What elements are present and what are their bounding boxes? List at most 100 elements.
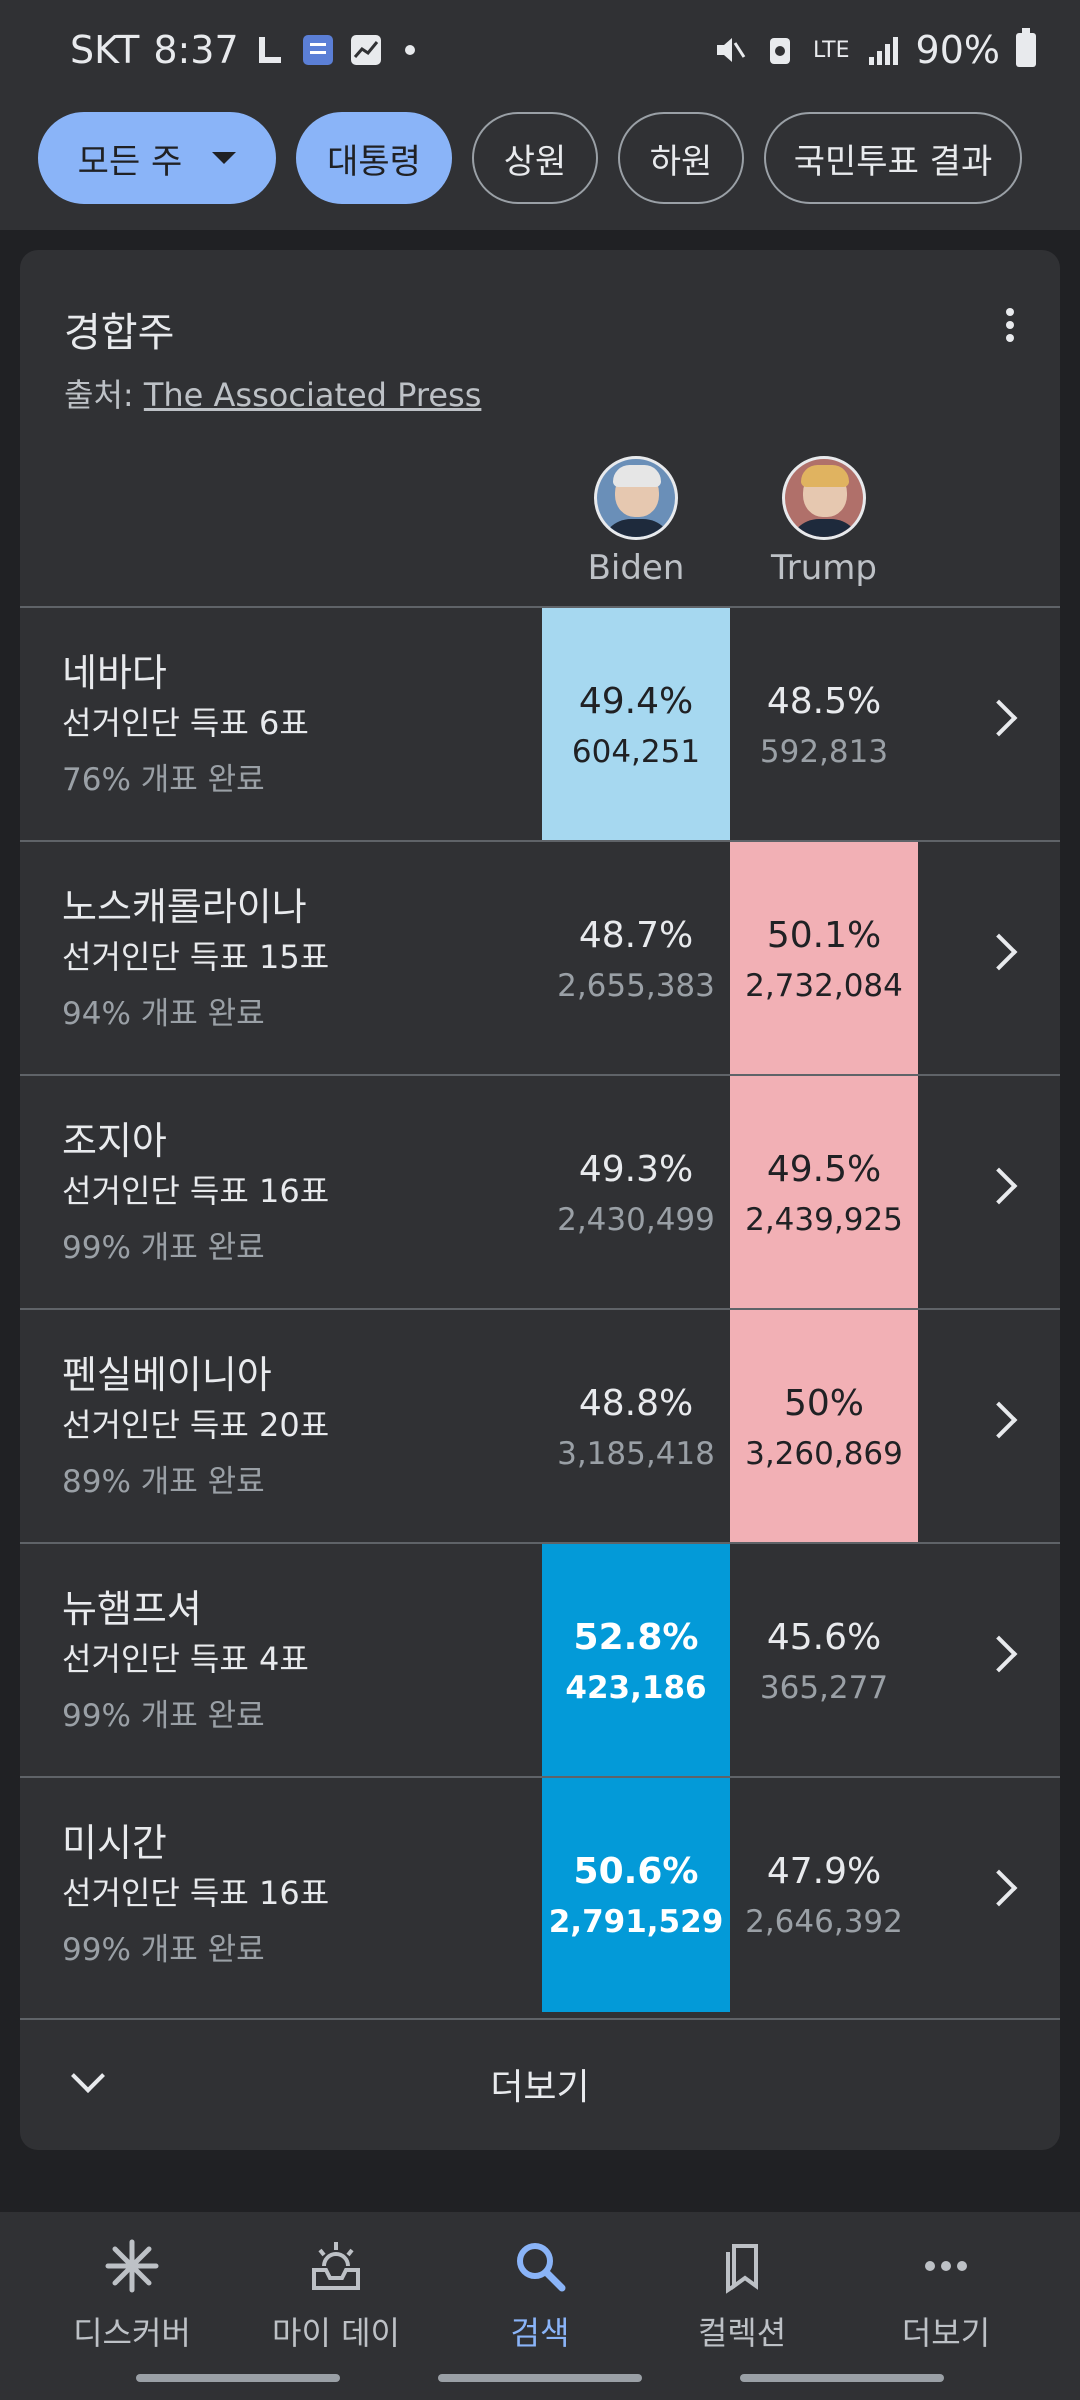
trump-result: 45.6% 365,277 bbox=[730, 1544, 918, 1778]
battleground-card: 경합주 출처: The Associated Press Biden Trump… bbox=[20, 250, 1060, 2150]
vote-count: 423,186 bbox=[565, 1669, 707, 1706]
battery-percent: 90% bbox=[915, 28, 1000, 72]
vote-percent: 48.5% bbox=[766, 680, 882, 722]
search-icon bbox=[517, 2243, 566, 2292]
state-row-north-carolina[interactable]: 노스캐롤라이나 선거인단 득표 15표 94% 개표 완료 48.7% 2,65… bbox=[20, 840, 1060, 1076]
state-row-new-hampshire[interactable]: 뉴햄프셔 선거인단 득표 4표 99% 개표 완료 52.8% 423,186 … bbox=[20, 1542, 1060, 1778]
bookmarks-icon bbox=[726, 2244, 758, 2294]
biden-result: 49.3% 2,430,499 bbox=[542, 1076, 730, 1310]
status-bar: SKT 8:37 LTE 90% bbox=[0, 0, 1080, 108]
vote-percent: 49.3% bbox=[578, 1148, 694, 1190]
state-name: 네바다 bbox=[62, 651, 167, 695]
trump-result: 50.1% 2,732,084 bbox=[730, 842, 918, 1076]
avatar bbox=[594, 456, 678, 540]
chip-all-states[interactable]: 모든 주 bbox=[38, 112, 276, 204]
chevron-right-icon bbox=[980, 1869, 1018, 1907]
battery-icon bbox=[1016, 28, 1036, 67]
chip-senate[interactable]: 상원 bbox=[472, 112, 598, 204]
biden-result: 50.6% 2,791,529 bbox=[542, 1778, 730, 2012]
state-row-pennsylvania[interactable]: 펜실베이니아 선거인단 득표 20표 89% 개표 완료 48.8% 3,185… bbox=[20, 1308, 1060, 1544]
vote-percent: 52.8% bbox=[573, 1616, 699, 1658]
electoral-votes: 선거인단 득표 16표 bbox=[62, 1172, 330, 1210]
state-row-georgia[interactable]: 조지아 선거인단 득표 16표 99% 개표 완료 49.3% 2,430,49… bbox=[20, 1074, 1060, 1310]
gesture-bar-right bbox=[740, 2374, 944, 2382]
state-row-michigan[interactable]: 미시간 선거인단 득표 16표 99% 개표 완료 50.6% 2,791,52… bbox=[20, 1776, 1060, 2012]
show-more-label: 더보기 bbox=[490, 2067, 590, 2108]
nav-my-day[interactable]: 마이 데이 bbox=[236, 2236, 436, 2354]
chip-label: 모든 주 bbox=[77, 141, 183, 182]
chip-label: 하원 bbox=[649, 141, 713, 182]
chevron-right-icon bbox=[980, 1635, 1018, 1673]
chip-president[interactable]: 대통령 bbox=[296, 112, 452, 204]
chip-ballot-measures[interactable]: 국민투표 결과 bbox=[764, 112, 1022, 204]
candidate-trump: Trump bbox=[744, 456, 904, 588]
avatar bbox=[782, 456, 866, 540]
reporting-status: 76% 개표 완료 bbox=[62, 762, 265, 798]
chevron-right-icon bbox=[980, 933, 1018, 971]
vote-count: 365,277 bbox=[759, 1669, 889, 1706]
clock: 8:37 bbox=[153, 28, 239, 72]
state-name: 뉴햄프셔 bbox=[62, 1587, 202, 1631]
vote-count: 3,260,869 bbox=[745, 1435, 903, 1472]
notification-dot-icon bbox=[404, 45, 415, 55]
state-name: 펜실베이니아 bbox=[62, 1353, 272, 1397]
vote-count: 604,251 bbox=[571, 733, 701, 770]
chip-house[interactable]: 하원 bbox=[618, 112, 744, 204]
electoral-votes: 선거인단 득표 4표 bbox=[62, 1640, 309, 1678]
chevron-right-icon bbox=[980, 1167, 1018, 1205]
vote-count: 2,791,529 bbox=[548, 1903, 724, 1940]
vote-count: 2,732,084 bbox=[745, 967, 903, 1004]
vote-percent: 48.7% bbox=[578, 914, 694, 956]
state-name: 조지아 bbox=[62, 1119, 167, 1163]
state-name: 노스캐롤라이나 bbox=[62, 885, 307, 929]
state-row-nevada[interactable]: 네바다 선거인단 득표 6표 76% 개표 완료 49.4% 604,251 4… bbox=[20, 606, 1060, 842]
l-app-icon bbox=[258, 37, 281, 63]
reporting-status: 94% 개표 완료 bbox=[62, 996, 265, 1032]
sunrise-tray-icon bbox=[312, 2242, 360, 2290]
biden-result: 52.8% 423,186 bbox=[542, 1544, 730, 1778]
trump-result: 50% 3,260,869 bbox=[730, 1310, 918, 1544]
chip-label: 상원 bbox=[503, 141, 567, 182]
candidate-name: Biden bbox=[587, 548, 685, 588]
vote-count: 2,655,383 bbox=[557, 967, 715, 1004]
chevron-right-icon bbox=[980, 699, 1018, 737]
reporting-status: 99% 개표 완료 bbox=[62, 1698, 265, 1734]
electoral-votes: 선거인단 득표 15표 bbox=[62, 938, 330, 976]
biden-result: 48.7% 2,655,383 bbox=[542, 842, 730, 1076]
nav-label: 마이 데이 bbox=[272, 2314, 400, 2352]
nav-collections[interactable]: 컬렉션 bbox=[642, 2236, 842, 2354]
dropdown-caret-icon bbox=[212, 152, 237, 164]
source-prefix: 출처: bbox=[64, 376, 134, 414]
reporting-status: 99% 개표 완료 bbox=[62, 1932, 265, 1968]
vote-percent: 50.1% bbox=[766, 914, 882, 956]
asterisk-icon bbox=[105, 2239, 159, 2293]
nav-more[interactable]: 더보기 bbox=[846, 2236, 1046, 2354]
bottom-navigation: 디스커버 마이 데이 검색 컬렉션 더보기 bbox=[0, 2212, 1080, 2400]
more-options-icon[interactable] bbox=[1006, 308, 1014, 342]
vote-percent: 49.4% bbox=[578, 680, 694, 722]
stocks-app-icon bbox=[350, 35, 381, 65]
mute-icon bbox=[716, 38, 746, 62]
electoral-votes: 선거인단 득표 6표 bbox=[62, 704, 309, 742]
reporting-status: 99% 개표 완료 bbox=[62, 1230, 265, 1266]
vote-count: 2,646,392 bbox=[745, 1903, 903, 1940]
source-link[interactable]: The Associated Press bbox=[143, 376, 482, 414]
trump-result: 47.9% 2,646,392 bbox=[730, 1778, 918, 2012]
more-dots-icon bbox=[925, 2261, 967, 2271]
vote-count: 592,813 bbox=[759, 733, 889, 770]
nav-discover[interactable]: 디스커버 bbox=[32, 2236, 232, 2354]
chip-label: 대통령 bbox=[327, 141, 421, 182]
biden-result: 49.4% 604,251 bbox=[542, 608, 730, 842]
vote-percent: 49.5% bbox=[766, 1148, 882, 1190]
chevron-right-icon bbox=[980, 1401, 1018, 1439]
nav-label: 디스커버 bbox=[73, 2314, 191, 2352]
chip-label: 국민투표 결과 bbox=[793, 141, 993, 182]
vote-percent: 48.8% bbox=[578, 1382, 694, 1424]
signal-icon bbox=[868, 37, 898, 65]
gesture-bar-center[interactable] bbox=[438, 2374, 642, 2382]
trump-result: 48.5% 592,813 bbox=[730, 608, 918, 842]
show-more-button[interactable]: 더보기 bbox=[20, 2018, 1060, 2150]
trump-result: 49.5% 2,439,925 bbox=[730, 1076, 918, 1310]
vote-percent: 50% bbox=[783, 1382, 864, 1424]
nav-search[interactable]: 검색 bbox=[440, 2236, 640, 2354]
